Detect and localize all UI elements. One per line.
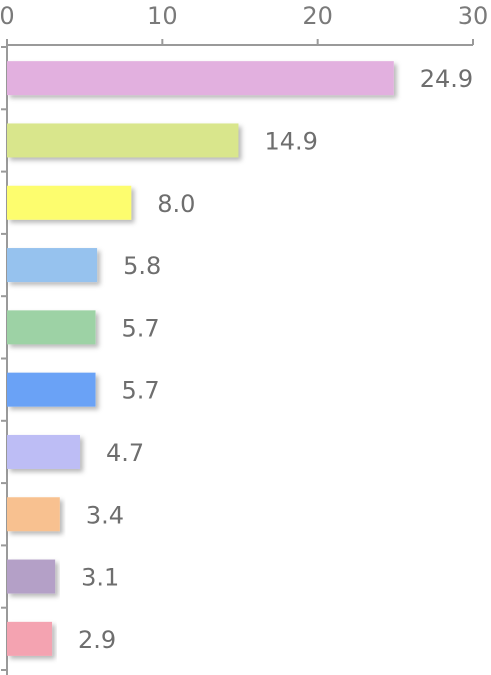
bar [7, 621, 53, 656]
x-tick-label: 30 [458, 2, 489, 30]
bar [7, 310, 96, 345]
data-label: 3.4 [86, 501, 124, 529]
data-label: 3.1 [81, 564, 119, 592]
data-label: 2.9 [78, 626, 116, 654]
bar [7, 372, 96, 407]
x-tick-label: 0 [0, 2, 15, 30]
data-label: 8.0 [157, 190, 195, 218]
data-label: 4.7 [106, 439, 144, 467]
data-label: 5.7 [122, 314, 160, 342]
bar [7, 248, 98, 283]
x-tick-label: 20 [302, 2, 333, 30]
bars [7, 61, 394, 656]
data-label: 5.8 [123, 252, 161, 280]
data-label: 5.7 [122, 377, 160, 405]
bar [7, 434, 81, 469]
x-axis: 0 10 20 30 [0, 2, 489, 46]
bar [7, 497, 60, 532]
bar [7, 61, 394, 96]
data-labels: 24.9 14.9 8.0 5.8 5.7 5.7 4.7 3.4 3.1 2.9 [78, 65, 473, 654]
y-axis [1, 45, 8, 675]
data-label: 14.9 [264, 127, 317, 155]
bar [7, 559, 56, 594]
bar [7, 123, 239, 158]
x-tick-label: 10 [147, 2, 178, 30]
bar [7, 185, 132, 220]
data-label: 24.9 [420, 65, 473, 93]
